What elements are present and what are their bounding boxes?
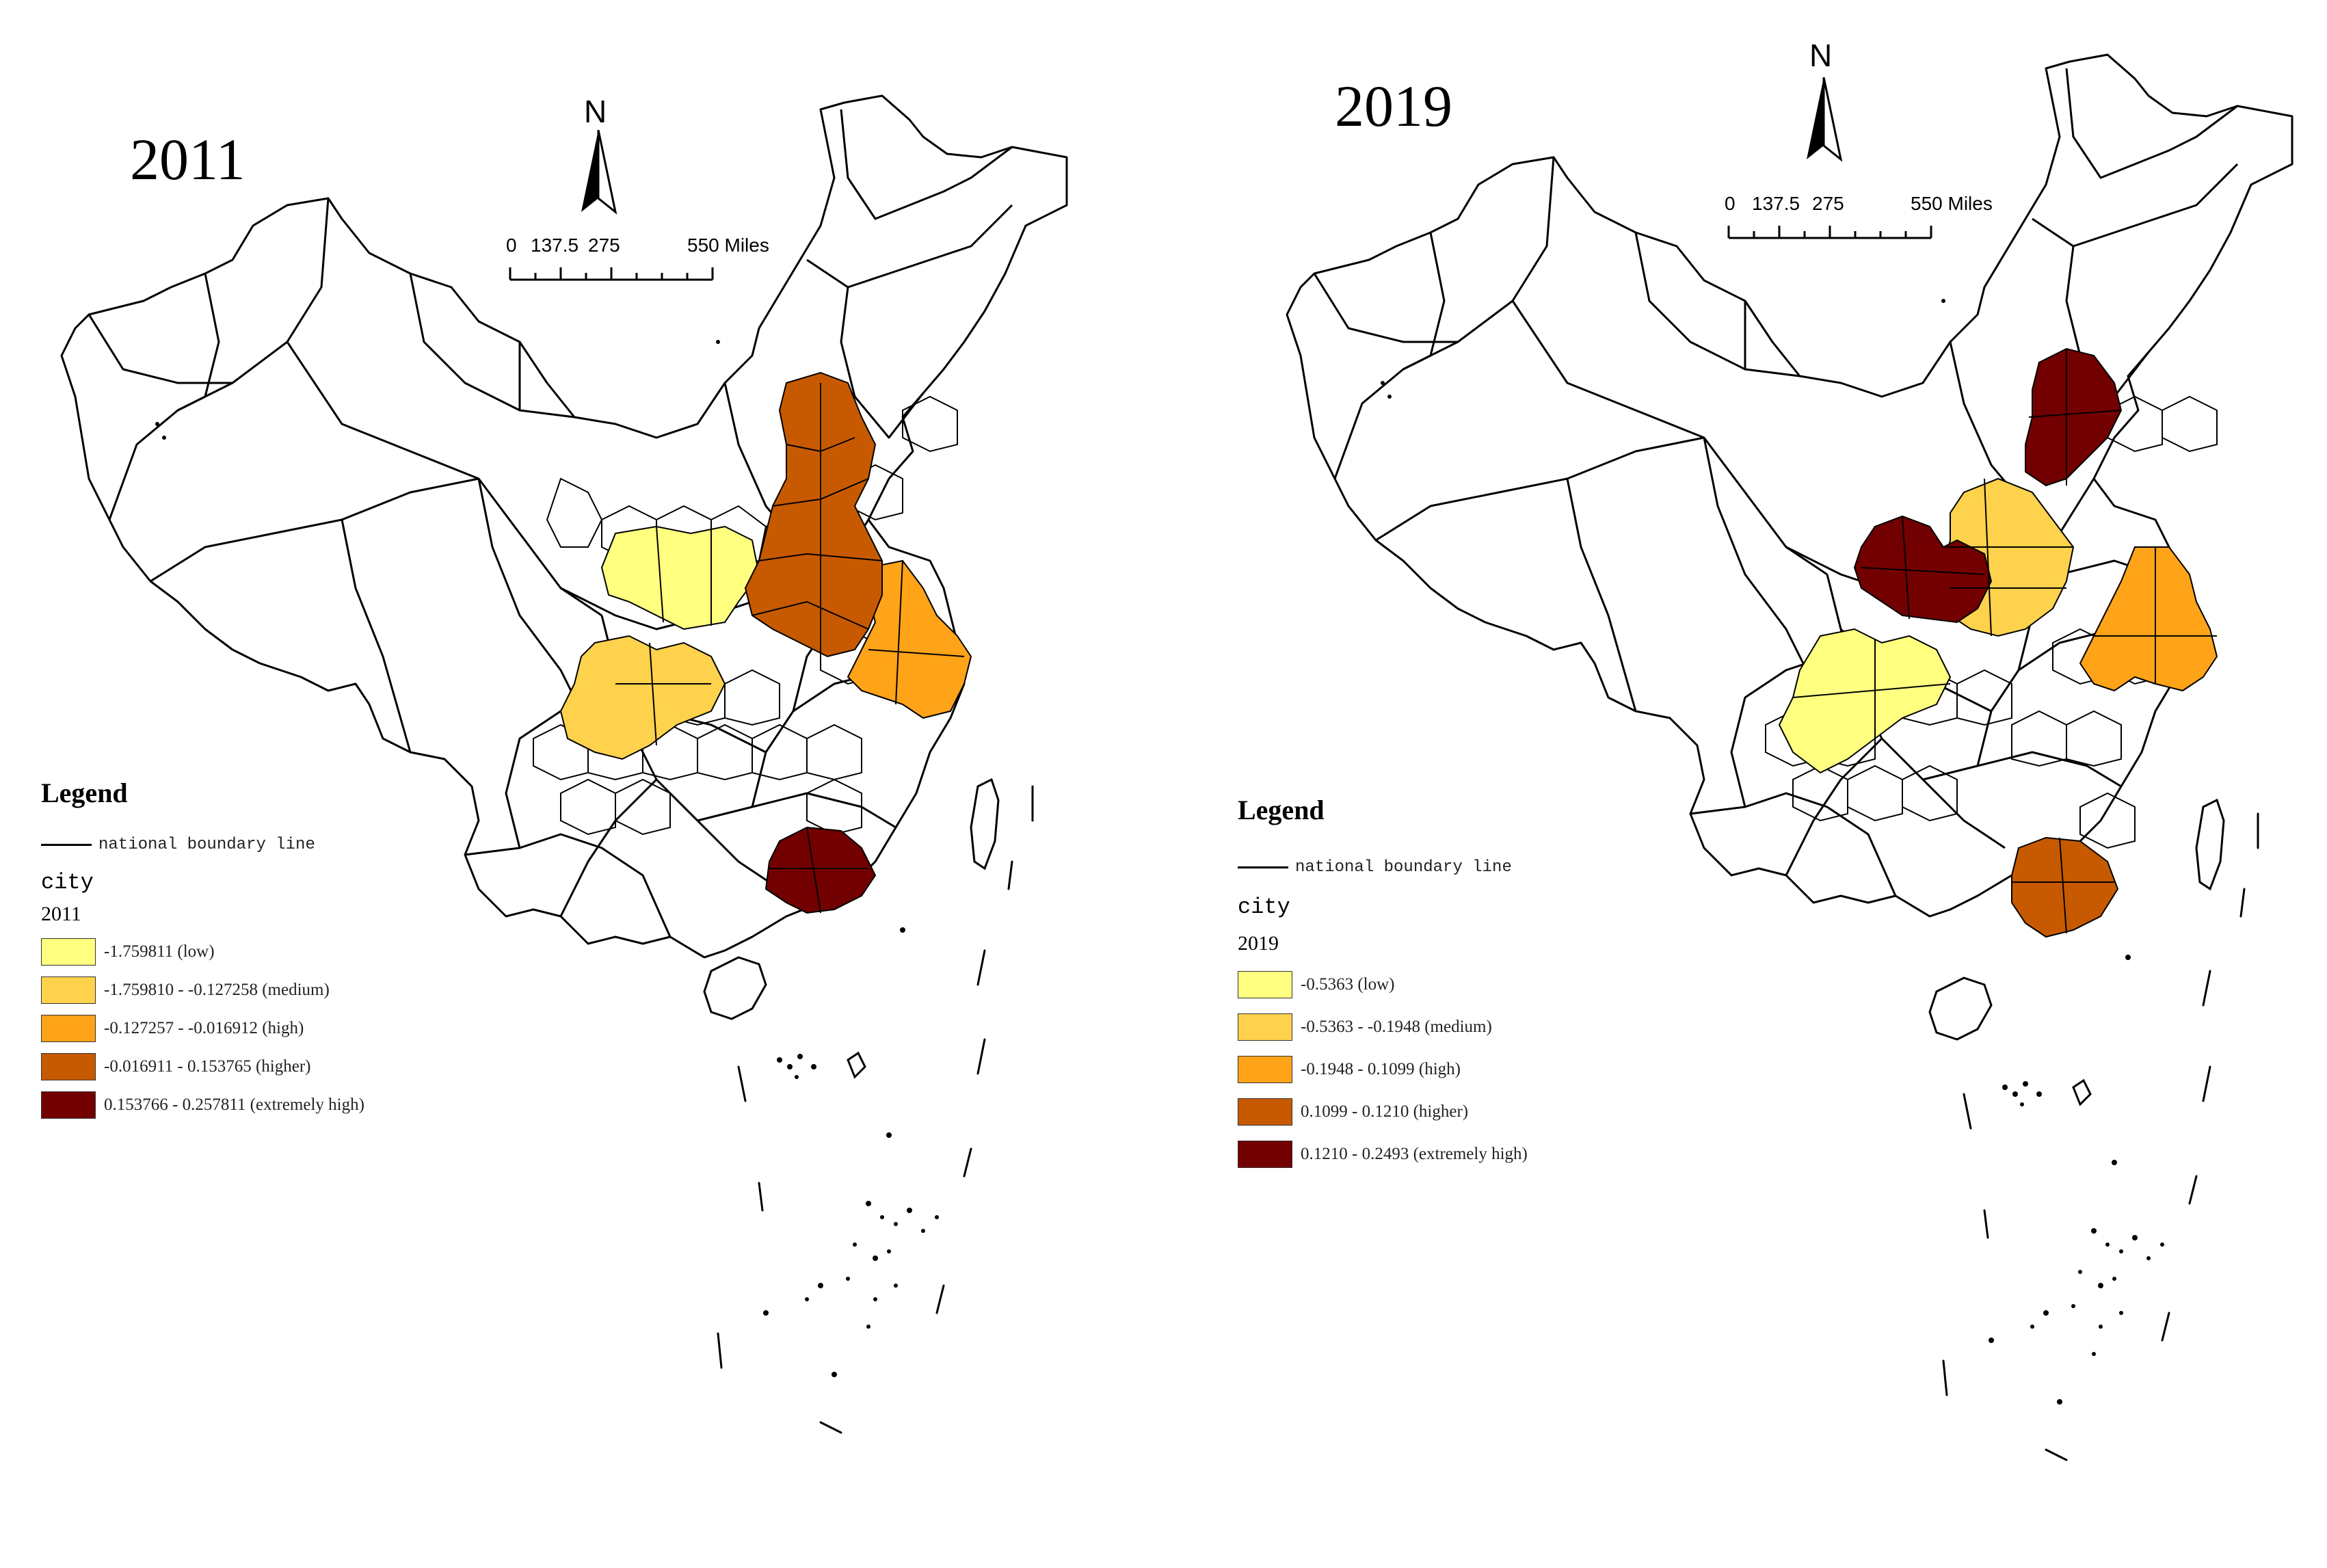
swatch-extremely-high — [1238, 1141, 1292, 1168]
legend-title: Legend — [1238, 795, 1325, 825]
legend-item-low: -1.759811 (low) — [41, 938, 215, 966]
swatch-medium — [1238, 1013, 1292, 1041]
swatch-extremely-high — [41, 1091, 96, 1119]
legend-label-extremely-high: 0.1210 - 0.2493 (extremely high) — [1301, 1145, 1528, 1163]
legend-boundary-row: national boundary line — [41, 836, 315, 854]
scale-bar-graphic — [509, 267, 714, 281]
legend-label-medium: -0.5363 - -0.1948 (medium) — [1301, 1018, 1492, 1036]
taiwan-island — [2195, 798, 2225, 891]
north-arrow: N — [574, 96, 622, 219]
swatch-high — [1238, 1056, 1292, 1083]
region-low — [1778, 628, 1952, 774]
north-arrow-icon — [581, 130, 617, 215]
legend-label-high: -0.127257 - -0.016912 (high) — [104, 1019, 304, 1037]
boundary-label: national boundary line — [1295, 858, 1512, 877]
year-title: 2019 — [1335, 73, 1452, 139]
legend-label-extremely-high: 0.153766 - 0.257811 (extremely high) — [104, 1095, 364, 1114]
region-higher — [744, 371, 883, 658]
region-high — [2079, 546, 2218, 692]
legend-title: Legend — [41, 778, 128, 808]
north-arrow-icon — [1807, 77, 1843, 162]
scale-tick-1: 137.5 — [531, 235, 579, 256]
north-arrow: N — [1800, 40, 1848, 170]
legend-label-low: -0.5363 (low) — [1301, 975, 1395, 994]
region-extremely-high — [2025, 347, 2123, 487]
region-extremely-high — [764, 826, 877, 914]
legend-label-low: -1.759811 (low) — [104, 942, 215, 961]
layer-name: city — [41, 870, 94, 895]
scale-tick-2: 275 — [588, 235, 620, 256]
china-map-2011 — [60, 94, 1068, 1434]
legend-boundary-row: national boundary line — [1238, 858, 1512, 877]
legend-item-medium: -0.5363 - -0.1948 (medium) — [1238, 1013, 1492, 1041]
scale-tick-1: 137.5 — [1752, 193, 1800, 214]
boundary-line-swatch — [41, 844, 92, 846]
scale-tick-0: 0 — [506, 235, 517, 256]
legend-item-high: -0.127257 - -0.016912 (high) — [41, 1015, 304, 1042]
scale-tick-3: 550 Miles — [687, 235, 769, 256]
region-extremely-high-2 — [1853, 515, 1993, 624]
swatch-high — [41, 1015, 96, 1042]
field-name: 2019 — [1238, 932, 1279, 955]
region-low — [600, 525, 760, 630]
swatch-low — [1238, 971, 1292, 998]
scale-tick-2: 275 — [1812, 193, 1844, 214]
swatch-higher — [41, 1053, 96, 1080]
legend-item-extremely-high: 0.153766 - 0.257811 (extremely high) — [41, 1091, 364, 1119]
north-label: N — [1809, 38, 1833, 73]
region-medium — [559, 635, 726, 760]
hainan-island — [1928, 976, 1993, 1041]
legend-item-higher: 0.1099 - 0.1210 (higher) — [1238, 1098, 1468, 1126]
legend-item-extremely-high: 0.1210 - 0.2493 (extremely high) — [1238, 1141, 1528, 1168]
legend-2011: Legend national boundary line city 2011 … — [41, 780, 479, 1121]
scale-bar: 0 137.5 275 550 Miles — [506, 235, 769, 284]
swatch-higher — [1238, 1098, 1292, 1126]
legend-item-higher: -0.016911 - 0.153765 (higher) — [41, 1053, 311, 1080]
map-panel-2019: 2019 N 0 137.5 275 550 Miles — [1164, 0, 2327, 1568]
hainan-island — [703, 956, 767, 1020]
region-higher — [2011, 836, 2119, 938]
legend-label-high: -0.1948 - 0.1099 (high) — [1301, 1060, 1461, 1078]
taiwan-island — [970, 778, 1000, 871]
legend-2019: Legend national boundary line city 2019 … — [1238, 797, 1675, 1180]
mainland-outline — [1286, 53, 2293, 918]
field-name: 2011 — [41, 903, 81, 925]
scale-tick-0: 0 — [1725, 193, 1736, 214]
legend-label-higher: -0.016911 - 0.153765 (higher) — [104, 1057, 311, 1076]
legend-label-medium: -1.759810 - -0.127258 (medium) — [104, 981, 330, 999]
scale-bar: 0 137.5 275 550 Miles — [1725, 193, 1993, 249]
legend-item-medium: -1.759810 - -0.127258 (medium) — [41, 976, 330, 1004]
north-label: N — [584, 94, 607, 129]
boundary-line-swatch — [1238, 866, 1288, 868]
swatch-low — [41, 938, 96, 966]
scale-tick-3: 550 Miles — [1911, 193, 1993, 214]
boundary-label: national boundary line — [98, 836, 315, 854]
legend-item-high: -0.1948 - 0.1099 (high) — [1238, 1056, 1461, 1083]
layer-name: city — [1238, 894, 1290, 920]
year-title: 2011 — [130, 127, 245, 192]
legend-item-low: -0.5363 (low) — [1238, 971, 1394, 998]
swatch-medium — [41, 976, 96, 1004]
china-map-2019 — [1286, 53, 2293, 1461]
legend-label-higher: 0.1099 - 0.1210 (higher) — [1301, 1102, 1469, 1121]
map-panel-2011: 2011 N 0 137.5 275 550 Miles — [0, 0, 1163, 1568]
scale-bar-graphic — [1727, 226, 1932, 239]
